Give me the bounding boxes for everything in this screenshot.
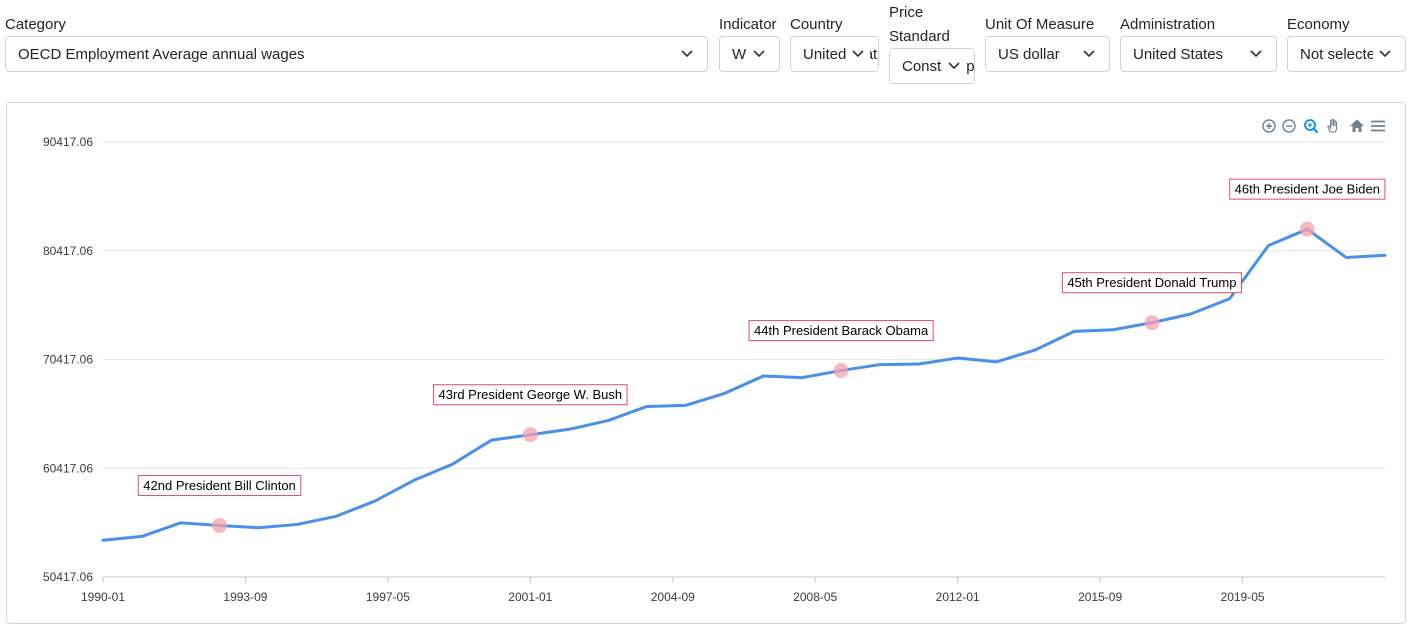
annotation-label: 44th President Barack Obama [754, 323, 929, 338]
price-standard-label-line2: Standard [889, 28, 950, 45]
x-tick-label: 2001-01 [508, 590, 552, 604]
annotation-marker [833, 363, 849, 379]
annotation-marker [212, 518, 228, 534]
annotation-label: 43rd President George W. Bush [439, 387, 623, 402]
chart-panel [6, 102, 1406, 624]
x-tick-label: 2015-09 [1078, 590, 1122, 604]
x-tick-label: 1997-05 [366, 590, 410, 604]
indicator-value: W [732, 46, 747, 63]
x-tick-label: 1993-09 [223, 590, 267, 604]
administration-value: United States [1133, 46, 1224, 63]
administration-label: Administration [1120, 16, 1216, 33]
chevron-down-icon [1244, 37, 1268, 71]
chart-toolbar [1260, 116, 1390, 136]
economy-filter: Economy Not selected [1287, 0, 1406, 80]
annotation-label: 42nd President Bill Clinton [143, 478, 295, 493]
price-standard-filter: Price Standard Constant prices [889, 0, 975, 90]
category-select[interactable]: OECD Employment Average annual wages [5, 36, 708, 72]
country-label: Country [790, 16, 843, 33]
series-line [101, 227, 1387, 542]
annotation-box [1061, 272, 1242, 294]
y-tick-label: 50417.06 [43, 570, 93, 584]
unit-value: US dollar [998, 46, 1060, 63]
annotation-box [433, 384, 628, 406]
annotation-marker [1144, 315, 1160, 331]
price-standard-label-line1: Price [889, 4, 924, 21]
unit-select[interactable]: US dollar [985, 36, 1110, 72]
chevron-down-icon [675, 37, 699, 71]
price-standard-select[interactable]: Constant prices [889, 48, 975, 84]
chevron-down-icon [1077, 37, 1101, 71]
x-tick-label: 2004-09 [651, 590, 695, 604]
annotation-label: 45th President Donald Trump [1067, 275, 1236, 290]
chevron-down-icon [942, 49, 966, 83]
unit-label: Unit Of Measure [985, 16, 1095, 33]
annotation-box [748, 320, 934, 342]
annotation-label: 46th President Joe Biden [1235, 182, 1380, 197]
y-tick-label: 70417.06 [43, 353, 93, 367]
country-filter: Country United States [790, 0, 880, 80]
chevron-down-icon [747, 37, 771, 71]
administration-filter: Administration United States [1120, 0, 1277, 80]
zoom-in-icon[interactable] [1260, 116, 1278, 136]
zoom-out-icon[interactable] [1280, 116, 1298, 136]
chevron-down-icon [846, 37, 870, 71]
y-tick-label: 80417.06 [43, 244, 93, 258]
y-tick-label: 60417.06 [43, 461, 93, 475]
x-tick-label: 2012-01 [936, 590, 980, 604]
category-label: Category [5, 16, 66, 33]
unit-filter: Unit Of Measure US dollar [985, 0, 1110, 80]
chevron-down-icon [1373, 37, 1397, 71]
economy-select[interactable]: Not selected [1287, 36, 1406, 72]
annotation-box [1229, 178, 1386, 200]
annotation-marker [1299, 221, 1315, 237]
annotation-marker [522, 427, 538, 443]
y-tick-label: 90417.06 [43, 135, 93, 149]
economy-label: Economy [1287, 16, 1350, 33]
category-filter: Category OECD Employment Average annual … [5, 0, 708, 80]
pan-icon[interactable] [1324, 116, 1342, 136]
zoom-selection-icon[interactable] [1302, 116, 1320, 136]
indicator-filter: Indicator W [719, 0, 780, 80]
economy-value: Not selected [1300, 46, 1384, 63]
country-select[interactable]: United States [790, 36, 879, 72]
menu-icon[interactable] [1369, 116, 1387, 136]
x-tick-label: 2019-05 [1221, 590, 1265, 604]
indicator-select[interactable]: W [719, 36, 780, 72]
annotation-box [137, 475, 302, 497]
category-value: OECD Employment Average annual wages [18, 46, 305, 63]
reset-home-icon[interactable] [1348, 116, 1366, 136]
indicator-label: Indicator [719, 16, 777, 33]
x-tick-label: 1990-01 [81, 590, 125, 604]
x-tick-label: 2008-05 [793, 590, 837, 604]
administration-select[interactable]: United States [1120, 36, 1277, 72]
